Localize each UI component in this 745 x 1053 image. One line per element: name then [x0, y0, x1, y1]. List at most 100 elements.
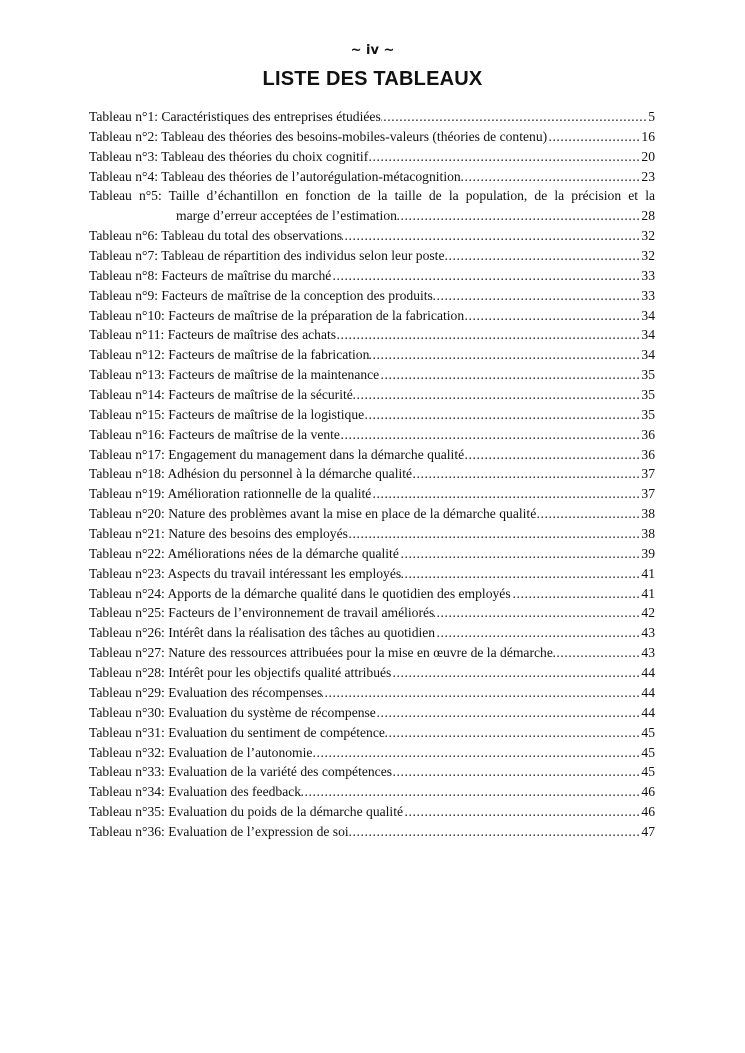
list-entry[interactable]: Tableau n°20: Nature des problèmes avant… [89, 504, 655, 524]
list-entry[interactable]: Tableau n°21: Nature des besoins des emp… [89, 524, 655, 544]
entry-page-number: 41 [641, 585, 655, 601]
dot-leader [401, 564, 640, 584]
entry-label: Tableau n°21: Nature des besoins des emp… [89, 526, 348, 542]
dot-leader [385, 723, 641, 743]
entry-page-number: 42 [641, 605, 655, 621]
entry-page-number: 20 [641, 148, 655, 164]
entry-label: Tableau n°11: Facteurs de maîtrise des a… [89, 327, 337, 343]
dot-leader [536, 504, 640, 524]
dot-leader [553, 643, 641, 663]
entry-page-number: 16 [641, 128, 655, 144]
entry-label: Tableau n°25: Facteurs de l’environnemen… [89, 605, 435, 621]
dot-leader [397, 206, 640, 226]
dot-leader [322, 683, 640, 703]
entry-label: Tableau n°16: Facteurs de maîtrise de la… [89, 426, 340, 442]
dot-leader [435, 623, 640, 643]
entry-label: Tableau n°10: Facteurs de maîtrise de la… [89, 307, 465, 323]
list-entry[interactable]: Tableau n°17: Engagement du management d… [89, 445, 655, 465]
list-entry[interactable]: Tableau n°7: Tableau de répartition des … [89, 246, 655, 266]
entry-label: Tableau n°17: Engagement du management d… [89, 446, 465, 462]
entry-page-number: 35 [641, 406, 655, 422]
list-entry[interactable]: Tableau n°6: Tableau du total des observ… [89, 226, 655, 246]
dot-leader [391, 663, 640, 683]
list-entry[interactable]: Tableau n°14: Facteurs de maîtrise de la… [89, 385, 655, 405]
dot-leader [461, 167, 641, 187]
list-entry[interactable]: Tableau n°3: Tableau des théories du cho… [89, 147, 655, 167]
list-entry[interactable]: Tableau n°32: Evaluation de l’autonomie 4… [89, 743, 655, 763]
dot-leader [434, 603, 640, 623]
list-entry[interactable]: Tableau n°33: Evaluation de la variété d… [89, 762, 655, 782]
entry-label: Tableau n°18: Adhésion du personnel à la… [89, 466, 413, 482]
dot-leader [412, 464, 640, 484]
entry-page-number: 36 [641, 426, 655, 442]
list-entry[interactable]: Tableau n°10: Facteurs de maîtrise de la… [89, 306, 655, 326]
dot-leader [464, 306, 640, 326]
dot-leader [349, 822, 641, 842]
entry-label: Tableau n°20: Nature des problèmes avant… [89, 506, 537, 522]
entry-page-number: 34 [641, 307, 655, 323]
entry-page-number: 43 [641, 625, 655, 641]
list-entry[interactable]: Tableau n°27: Nature des ressources attr… [89, 643, 655, 663]
entry-page-number: 38 [641, 526, 655, 542]
list-entry[interactable]: Tableau n°8: Facteurs de maîtrise du mar… [89, 266, 655, 286]
list-entry[interactable]: Tableau n°19: Amélioration rationnelle d… [89, 484, 655, 504]
page-number: ~ iv ~ [350, 43, 395, 58]
entry-page-number: 36 [641, 446, 655, 462]
list-entry[interactable]: Tableau n°9: Facteurs de maîtrise de la … [89, 286, 655, 306]
list-entry[interactable]: Tableau n°29: Evaluation des récompenses… [89, 683, 655, 703]
list-entry[interactable]: Tableau n°15: Facteurs de maîtrise de la… [89, 405, 655, 425]
entry-page-number: 39 [641, 545, 655, 561]
list-entry[interactable]: Tableau n°11: Facteurs de maîtrise des a… [89, 325, 655, 345]
list-entry[interactable]: Tableau n°30: Evaluation du système de r… [89, 703, 655, 723]
entry-label: Tableau n°15: Facteurs de maîtrise de la… [89, 406, 365, 422]
list-entry[interactable]: Tableau n°23: Aspects du travail intéres… [89, 564, 655, 584]
list-entry[interactable]: Tableau n°26: Intérêt dans la réalisatio… [89, 623, 655, 643]
entry-label: Tableau n°1: Caractéristiques des entrep… [89, 109, 381, 124]
dot-leader [301, 782, 640, 802]
list-entry[interactable]: Tableau n°36: Evaluation de l’expression… [89, 822, 655, 842]
list-entry[interactable]: Tableau n°12: Facteurs de maîtrise de la… [89, 345, 655, 365]
entry-page-number: 41 [641, 565, 655, 581]
list-entry[interactable]: Tableau n°4: Tableau des théories de l’a… [89, 167, 655, 187]
entry-page-number: 45 [641, 724, 655, 740]
list-entry[interactable]: Tableau n°16: Facteurs de maîtrise de la… [89, 425, 655, 445]
entry-page-number: 44 [641, 704, 655, 720]
entry-label: Tableau n°9: Facteurs de maîtrise de la … [89, 287, 433, 303]
entry-page-number: 33 [641, 267, 655, 283]
list-entry[interactable]: Tableau n°18: Adhésion du personnel à la… [89, 464, 655, 484]
dot-leader [371, 484, 640, 504]
entry-label: Tableau n°26: Intérêt dans la réalisatio… [89, 625, 436, 641]
list-entry[interactable]: Tableau n°2: Tableau des théories des be… [89, 127, 655, 147]
list-entry[interactable]: Tableau n°13: Facteurs de maîtrise de la… [89, 365, 655, 385]
list-entry[interactable]: Tableau n°22: Améliorations nées de la d… [89, 544, 655, 564]
list-entry[interactable]: Tableau n°31: Evaluation du sentiment de… [89, 723, 655, 743]
list-entry[interactable]: Tableau n°24: Apports de la démarche qua… [89, 584, 655, 604]
entry-page-number: 38 [641, 506, 655, 522]
dot-leader [364, 405, 640, 425]
dot-leader [379, 365, 640, 385]
dot-leader [511, 584, 641, 604]
dot-leader [331, 266, 640, 286]
dot-leader [353, 385, 641, 405]
entry-page-number: 37 [641, 486, 655, 502]
list-entry[interactable]: Tableau n°34: Evaluation des feedback 46 [89, 782, 655, 802]
entry-label: Tableau n°31: Evaluation du sentiment de… [89, 724, 385, 740]
entry-page-number: 5 [648, 109, 655, 124]
dot-leader [464, 445, 640, 465]
entry-label: Tableau n°3: Tableau des théories du cho… [89, 148, 369, 164]
page-title: LISTE DES TABLEAUX [262, 68, 483, 90]
dot-leader [342, 226, 640, 246]
entry-page-number: 45 [641, 744, 655, 760]
entry-page-number: 43 [641, 645, 655, 661]
list-entry[interactable]: Tableau n°28: Intérêt pour les objectifs… [89, 663, 655, 683]
list-entry[interactable]: Tableau n°1: Caractéristiques des entrep… [89, 107, 655, 127]
entry-page-number: 35 [641, 367, 655, 383]
list-entry[interactable]: Tableau n°35: Evaluation du poids de la … [89, 802, 655, 822]
entry-label-continuation: marge d’erreur acceptées de l’estimation [176, 208, 397, 224]
list-entry[interactable]: Tableau n°25: Facteurs de l’environnemen… [89, 603, 655, 623]
dot-leader [336, 325, 640, 345]
entry-label: Tableau n°36: Evaluation de l’expression… [89, 823, 349, 839]
list-entry[interactable]: Tableau n°5: Taille d’échantillon en fon… [89, 186, 655, 226]
entry-label: Tableau n°6: Tableau du total des observ… [89, 228, 343, 244]
dot-leader [445, 246, 641, 266]
